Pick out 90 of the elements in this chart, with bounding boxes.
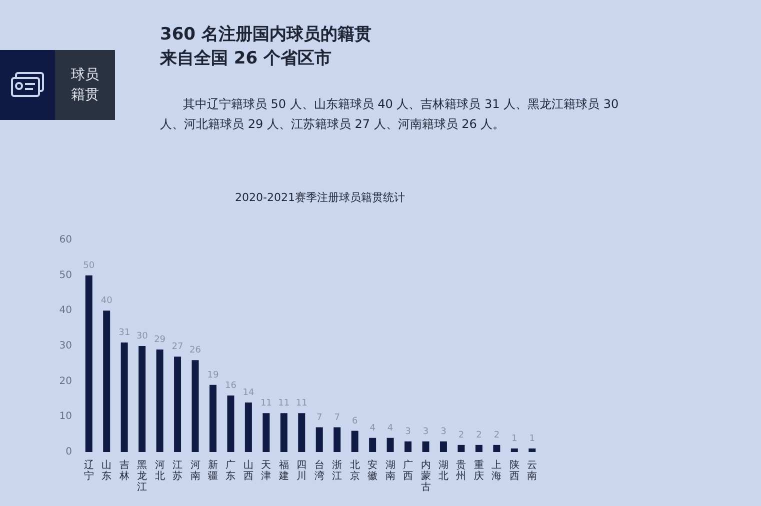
data-label: 27 (172, 342, 184, 352)
bar (386, 438, 394, 452)
x-tick-label: 浙江 (332, 459, 342, 482)
data-label: 4 (370, 423, 376, 434)
bar (244, 402, 252, 452)
bar (174, 356, 182, 452)
bar (369, 438, 376, 452)
data-label: 1 (512, 434, 518, 444)
bar (510, 448, 518, 452)
x-tick-label: 广东 (226, 459, 236, 482)
bar (209, 384, 216, 452)
data-label: 1 (529, 434, 535, 444)
bar (298, 413, 306, 452)
x-tick-label: 四川 (296, 460, 307, 482)
data-label: 11 (278, 398, 290, 409)
x-tick-label: 安徽 (368, 459, 378, 482)
text: 球员籍贯 (55, 50, 115, 120)
bar (280, 413, 288, 452)
x-tick-label: 黑龙江 (137, 460, 148, 493)
bar (334, 427, 341, 452)
x-tick-label: 北京 (350, 459, 360, 482)
x-tick-label: 新疆 (208, 459, 218, 482)
data-label: 40 (100, 296, 113, 306)
chart-title: 2020-2021赛季注册球员籍贯统计 (235, 191, 405, 204)
text: 360 名注册国内球员的籍贯 (160, 24, 372, 44)
bar (120, 342, 128, 452)
x-tick-label: 辽宁 (84, 459, 94, 482)
bar (85, 275, 92, 452)
text: 其中辽宁籍球员 50 人、山东籍球员 40 人、吉林籍球员 31 人、黑龙江籍球员 30 人、河北籍球员 29 人、江苏籍球员 27 人、河南籍球员 26 人。 (160, 97, 622, 131)
bar (528, 448, 536, 452)
data-label: 11 (260, 398, 272, 409)
x-tick-label: 贵州 (456, 459, 466, 482)
bar (103, 310, 110, 452)
data-label: 29 (154, 335, 166, 346)
x-tick-label: 河南 (190, 459, 200, 482)
y-tick-label: 50 (59, 270, 72, 281)
data-label: 7 (316, 412, 322, 423)
bar (138, 346, 146, 452)
x-tick-label: 台湾 (314, 459, 324, 482)
data-label: 3 (422, 426, 429, 437)
data-label: 3 (440, 426, 446, 437)
x-tick-label: 重庆 (474, 459, 484, 482)
x-tick-label: 广西 (403, 459, 414, 482)
y-tick-label: 0 (66, 446, 72, 458)
y-tick-label: 10 (59, 411, 72, 422)
x-tick-label: 福建 (278, 459, 289, 482)
x-tick-label: 天津 (261, 460, 272, 482)
x-tick-label: 吉林 (118, 459, 130, 482)
bar (404, 441, 412, 452)
y-tick-label: 60 (59, 234, 72, 246)
data-label: 3 (405, 426, 411, 437)
x-tick-label: 山西 (243, 459, 254, 482)
x-tick-label: 湖北 (438, 459, 448, 482)
x-tick-label: 江苏 (172, 459, 183, 482)
data-label: 50 (83, 260, 95, 271)
bar (422, 441, 430, 452)
data-label: 2 (476, 430, 482, 440)
data-label: 6 (352, 416, 358, 426)
x-tick-label: 陕西 (509, 459, 520, 482)
bar (316, 427, 323, 452)
bar (156, 350, 164, 452)
x-tick-label: 上海 (492, 459, 502, 482)
data-label: 30 (136, 332, 148, 342)
bar (493, 444, 500, 452)
x-tick-label: 云南 (527, 460, 538, 482)
y-tick-label: 30 (59, 340, 72, 352)
text: 来自全国 26 个省区市 (159, 48, 332, 68)
data-label: 2 (494, 430, 500, 440)
x-tick-label: 湖南 (385, 459, 396, 482)
bar (262, 413, 270, 452)
data-label: 26 (190, 346, 202, 356)
data-label: 31 (118, 328, 130, 338)
data-label: 2 (458, 430, 464, 440)
data-label: 4 (387, 423, 394, 434)
bar (192, 360, 199, 452)
y-tick-label: 20 (59, 376, 72, 387)
data-label: 16 (224, 380, 237, 391)
x-tick-label: 山东 (102, 459, 112, 482)
data-label: 7 (334, 412, 340, 423)
bar (475, 444, 482, 452)
y-tick-label: 40 (59, 305, 72, 316)
bar (227, 395, 234, 452)
bar (458, 444, 465, 452)
x-tick-label: 河北 (154, 459, 165, 482)
data-label: 11 (296, 398, 308, 409)
x-tick-label: 内蒙古 (420, 459, 431, 493)
bar (351, 430, 358, 452)
data-label: 14 (242, 388, 254, 398)
bar (440, 441, 447, 452)
data-label: 19 (207, 370, 219, 380)
